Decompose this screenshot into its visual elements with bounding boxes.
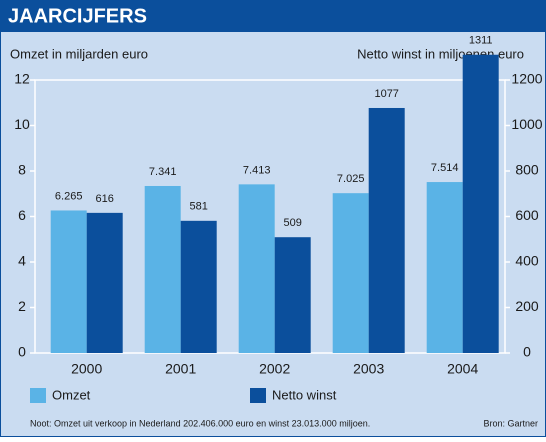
bar — [50, 210, 87, 353]
value-label: 7.341 — [149, 166, 177, 178]
bar — [426, 182, 463, 353]
y-tick-label: 2 — [18, 298, 26, 314]
legend-label: Netto winst — [272, 387, 337, 402]
legend-label: Omzet — [52, 387, 91, 402]
value-label: 616 — [96, 193, 114, 205]
y-tick-label: 10 — [14, 116, 30, 132]
x-tick-label: 2002 — [259, 361, 290, 377]
x-tick-label: 2003 — [353, 361, 384, 377]
bar — [332, 193, 369, 353]
chart-title: JAARCIJFERS — [8, 5, 147, 27]
y2-tick-label: 600 — [515, 207, 539, 223]
bar — [368, 107, 405, 353]
value-label: 581 — [190, 201, 208, 213]
legend-swatch — [250, 388, 266, 403]
y2-axis-title: Netto winst in miljoenen euro — [357, 46, 524, 61]
value-label: 509 — [284, 217, 302, 229]
bar — [274, 237, 311, 353]
value-label: 1311 — [469, 35, 493, 47]
note: Noot: Omzet uit verkoop in Nederland 202… — [30, 418, 370, 428]
y-tick-label: 8 — [18, 162, 26, 178]
x-tick-label: 2004 — [447, 361, 478, 377]
y2-tick-label: 800 — [515, 162, 539, 178]
y-tick-label: 6 — [18, 207, 26, 223]
legend-swatch — [30, 388, 46, 403]
x-tick-label: 2001 — [165, 361, 196, 377]
bar — [144, 185, 181, 353]
y2-tick-label: 400 — [515, 253, 539, 269]
y-tick-label: 12 — [14, 71, 30, 87]
value-label: 7.514 — [431, 162, 459, 174]
y-tick-label: 4 — [18, 253, 26, 269]
bar — [462, 54, 499, 354]
y-axis-title: Omzet in miljarden euro — [10, 46, 148, 61]
y-tick-label: 0 — [18, 344, 26, 360]
bar — [180, 220, 217, 353]
title-band — [0, 0, 546, 32]
value-label: 7.025 — [337, 173, 365, 185]
x-tick-label: 2000 — [71, 361, 102, 377]
value-label: 1077 — [374, 88, 398, 100]
y2-tick-label: 200 — [515, 298, 539, 314]
source: Bron: Gartner — [483, 418, 538, 428]
bar — [86, 212, 123, 353]
value-label: 6.265 — [55, 190, 83, 202]
y2-tick-label: 1200 — [511, 71, 542, 87]
y2-tick-label: 0 — [523, 344, 531, 360]
bar — [238, 184, 275, 353]
y2-tick-label: 1000 — [511, 116, 542, 132]
value-label: 7.413 — [243, 164, 271, 176]
